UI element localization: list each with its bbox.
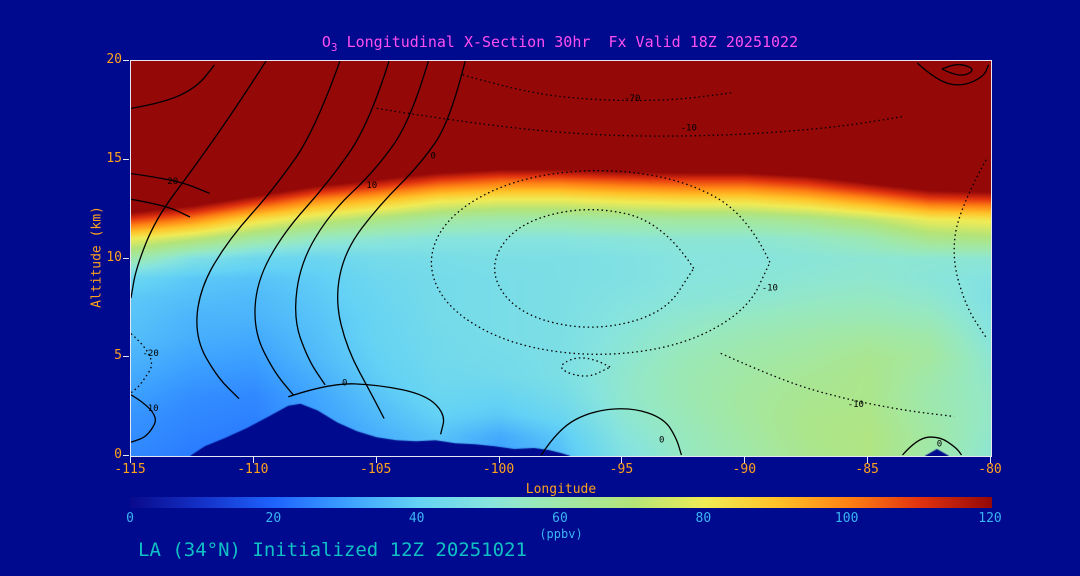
contour-line bbox=[295, 61, 429, 386]
y-tick-label: 5 bbox=[114, 348, 122, 364]
contour-line bbox=[131, 333, 153, 394]
colorbar-tick-label: 120 bbox=[978, 511, 1002, 526]
contour-line bbox=[720, 352, 955, 418]
contour-line bbox=[196, 61, 341, 400]
x-tick-mark bbox=[130, 457, 131, 463]
y-tick-label: 15 bbox=[106, 150, 122, 166]
contour-line bbox=[953, 159, 987, 338]
y-tick-label: 0 bbox=[114, 447, 122, 462]
contour-label: -10 bbox=[848, 400, 864, 410]
x-tick-label: -100 bbox=[482, 462, 515, 477]
contour-line bbox=[902, 436, 963, 456]
contour-label: 10 bbox=[366, 181, 377, 191]
contour-label: -10 bbox=[762, 284, 778, 294]
contour-line bbox=[288, 383, 445, 435]
contour-label: 0 bbox=[431, 151, 436, 161]
colorbar-tick-label: 100 bbox=[834, 511, 859, 526]
contour-overlay: 20 10 0 -70 -10 -10 -10 -20 10 0 0 0 bbox=[131, 61, 990, 456]
contour-line bbox=[376, 107, 906, 137]
x-tick-mark bbox=[375, 457, 377, 463]
contour-label: 20 bbox=[167, 177, 178, 187]
chart-title: O3 Longitudinal X-Section 30hr Fx Valid … bbox=[322, 33, 798, 54]
contour-line bbox=[540, 408, 683, 456]
contour-label: 0 bbox=[342, 378, 347, 388]
x-tick-label: -90 bbox=[732, 462, 757, 477]
y-tick-mark bbox=[123, 455, 129, 456]
x-tick-mark bbox=[990, 457, 991, 463]
contour-line bbox=[941, 63, 973, 76]
contour-line bbox=[131, 61, 267, 299]
contour-line bbox=[131, 394, 156, 443]
contour-line bbox=[462, 74, 734, 102]
contour-label: -10 bbox=[681, 124, 697, 134]
x-tick-label: -115 bbox=[114, 462, 146, 477]
contour-label: 0 bbox=[659, 436, 664, 446]
contour-label: -70 bbox=[624, 94, 640, 104]
x-axis-title: Longitude bbox=[525, 482, 597, 497]
colorbar-units: (ppbv) bbox=[539, 527, 583, 541]
contour-line bbox=[494, 209, 695, 328]
colorbar-tick-label: 40 bbox=[408, 511, 425, 526]
footer-annotation: LA (34°N) Initialized 12Z 20251021 bbox=[138, 539, 527, 561]
x-tick-label: -95 bbox=[609, 462, 634, 477]
contour-line bbox=[560, 357, 611, 377]
y-tick-mark bbox=[123, 257, 129, 259]
x-tick-label: -110 bbox=[237, 462, 269, 477]
colorbar-tick-label: 20 bbox=[265, 511, 282, 526]
contour-label: 10 bbox=[148, 404, 159, 414]
x-tick-mark bbox=[744, 457, 746, 463]
contour-line bbox=[916, 62, 990, 86]
contour-line bbox=[131, 64, 216, 110]
contour-label: -20 bbox=[143, 349, 159, 359]
colorbar-tick-label: 0 bbox=[126, 511, 134, 526]
x-tick-label: -105 bbox=[360, 462, 392, 477]
contour-line bbox=[131, 198, 191, 218]
x-tick-mark bbox=[621, 457, 623, 463]
colorbar bbox=[130, 497, 992, 508]
x-tick-mark bbox=[867, 457, 869, 463]
contour-label: 0 bbox=[937, 440, 942, 450]
colorbar-tick-label: 80 bbox=[695, 511, 712, 526]
contour-line bbox=[430, 170, 771, 355]
y-tick-label: 10 bbox=[106, 249, 122, 265]
contour-line bbox=[131, 172, 210, 194]
x-tick-label: -85 bbox=[855, 462, 879, 477]
x-tick-mark bbox=[252, 457, 254, 463]
y-tick-label: 20 bbox=[106, 52, 122, 67]
x-tick-mark bbox=[498, 457, 500, 463]
chart-title-subscript: 3 bbox=[330, 41, 338, 54]
y-tick-mark bbox=[123, 158, 129, 160]
x-tick-label: -80 bbox=[978, 462, 1002, 477]
y-tick-mark bbox=[123, 60, 129, 61]
chart-title-text: Longitudinal X-Section 30hr Fx Valid 18Z… bbox=[337, 33, 799, 51]
chart-title-species: O bbox=[321, 33, 331, 51]
y-tick-mark bbox=[123, 356, 129, 358]
heatmap-canvas bbox=[131, 61, 991, 456]
colorbar-tick-label: 60 bbox=[552, 511, 568, 526]
plot-area: 20 10 0 -70 -10 -10 -10 -20 10 0 0 0 bbox=[130, 60, 992, 457]
contour-line bbox=[254, 61, 390, 396]
contour-line bbox=[337, 61, 466, 419]
